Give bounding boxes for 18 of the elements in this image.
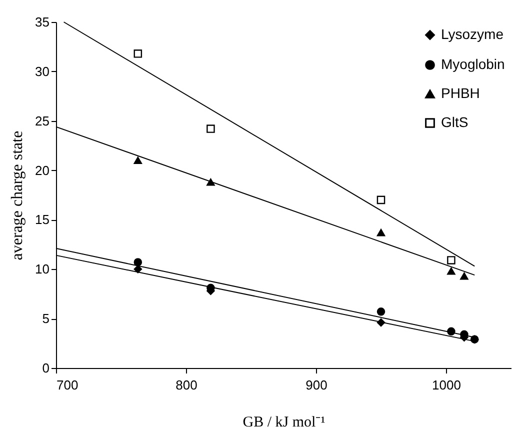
y-axis-title: average charge state	[9, 130, 26, 260]
y-tick-label: 25	[35, 113, 50, 128]
y-tick-label: 0	[42, 360, 50, 376]
x-tick-label: 800	[176, 378, 198, 392]
y-tick-label: 30	[35, 64, 50, 79]
y-tick-label: 35	[35, 14, 50, 30]
x-tick-label: 900	[306, 378, 328, 392]
y-tick-label: 10	[35, 262, 50, 277]
legend-label: GltS	[441, 114, 468, 130]
y-tick-label: 20	[35, 162, 50, 178]
y-tick-label: 15	[35, 212, 50, 228]
y-tick-label: 5	[42, 311, 50, 326]
legend-label: PHBH	[441, 85, 480, 101]
x-tick-label: 1000	[432, 378, 461, 392]
legend-label: Lysozyme	[441, 26, 504, 42]
x-axis-title: GB / kJ mol⁻¹	[242, 414, 326, 430]
legend-label: Myoglobin	[441, 56, 505, 72]
x-tick-label: 700	[56, 378, 78, 392]
